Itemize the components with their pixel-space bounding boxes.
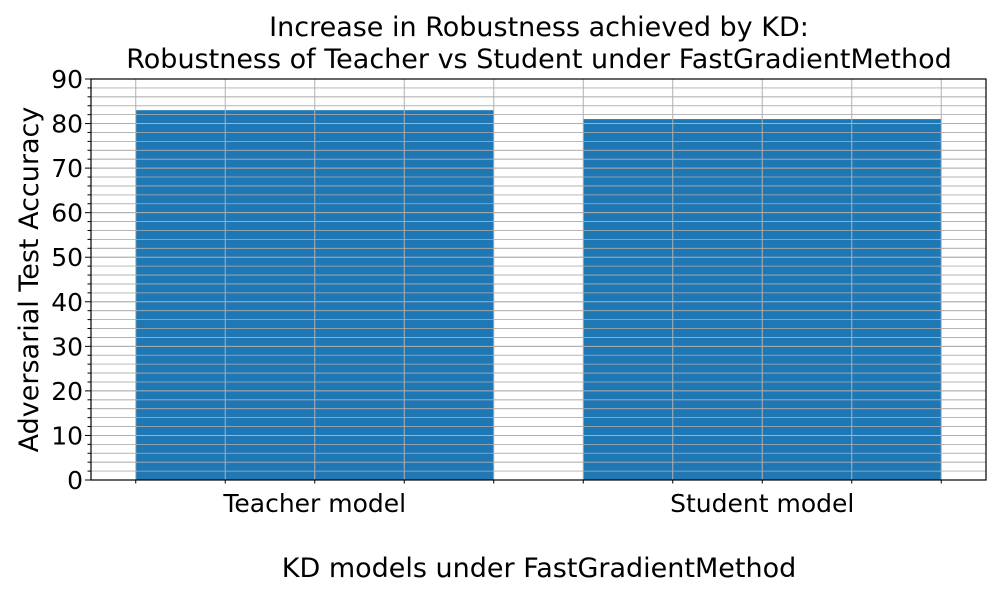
y-tick-label: 40: [51, 288, 83, 317]
y-tick-label: 0: [67, 466, 83, 495]
x-tick-label: Student model: [670, 489, 854, 518]
y-tick-label: 70: [51, 154, 83, 183]
y-axis-ticks: 0 10 20 30 40 50 60 70 80 90: [51, 65, 91, 495]
x-tick-label: Teacher model: [222, 489, 406, 518]
y-tick-label: 10: [51, 421, 83, 450]
y-tick-label: 60: [51, 199, 83, 228]
y-tick-label: 90: [51, 65, 83, 94]
x-axis-ticks: Teacher model Student model: [135, 480, 942, 518]
x-axis-label: KD models under FastGradientMethod: [282, 553, 797, 584]
y-tick-label: 30: [51, 332, 83, 361]
chart-subtitle: Robustness of Teacher vs Student under F…: [126, 44, 952, 75]
bars: [135, 110, 942, 480]
grid-lines-overlay: [91, 79, 986, 480]
y-tick-label: 20: [51, 377, 83, 406]
y-tick-label: 80: [51, 110, 83, 139]
y-tick-label: 50: [51, 243, 83, 272]
y-axis-label: Adversarial Test Accuracy: [14, 107, 45, 453]
plot-frame: [90, 78, 987, 481]
chart-title: Increase in Robustness achieved by KD:: [269, 12, 809, 43]
